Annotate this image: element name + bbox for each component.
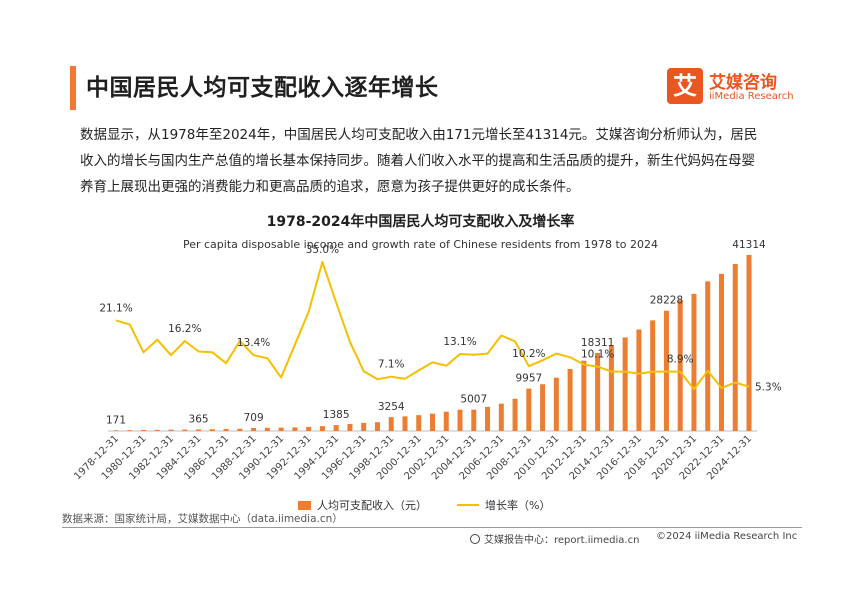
income-growth-chart: 171 365 709 1385 3254 5007 9957 18311 28228 41314… xyxy=(72,239,782,482)
income-bar xyxy=(498,403,504,431)
growth-rate-label: 16.2% xyxy=(168,323,201,335)
income-bar xyxy=(595,352,601,431)
bar-value-label: 709 xyxy=(244,412,264,424)
legend-item-income: 人均可支配收入（元） xyxy=(298,497,427,513)
income-bar xyxy=(223,428,229,431)
income-bar xyxy=(608,345,614,431)
bar-value-label: 28228 xyxy=(650,295,683,307)
income-bar xyxy=(319,426,325,431)
legend-income-label: 人均可支配收入（元） xyxy=(317,499,427,512)
growth-rate-label: 13.1% xyxy=(443,336,476,348)
legend-growth-label: 增长率（%） xyxy=(485,499,551,512)
income-bar xyxy=(553,377,559,431)
logo-mark-icon: 艾 xyxy=(667,68,703,104)
bar-value-label: 365 xyxy=(189,413,209,425)
income-bar xyxy=(705,281,711,431)
bar-value-label: 3254 xyxy=(378,401,405,413)
growth-rate-line xyxy=(115,261,750,391)
income-bar xyxy=(471,409,477,431)
logo-chinese-name: 艾媒咨询 xyxy=(709,73,777,93)
income-bar xyxy=(430,413,435,431)
legend-item-growth: 增长率（%） xyxy=(457,497,550,513)
income-bar xyxy=(512,398,518,431)
income-bar xyxy=(581,360,587,431)
income-bar xyxy=(402,416,408,431)
growth-rate-label: 21.1% xyxy=(99,302,132,314)
income-bar xyxy=(677,300,683,431)
income-bar xyxy=(141,429,147,431)
growth-rate-label: 10.1% xyxy=(581,349,614,361)
chart-legend: 人均可支配收入（元） 增长率（%） xyxy=(298,497,550,513)
report-globe-icon xyxy=(470,533,480,544)
income-bar xyxy=(347,424,353,431)
income-bar xyxy=(485,406,491,431)
income-bar xyxy=(416,415,422,431)
iimedia-logo: 艾 艾媒咨询 iiMedia Research xyxy=(667,68,794,108)
growth-rate-label: 7.1% xyxy=(378,359,405,371)
footer-copyright: ©2024 iiMedia Research Inc xyxy=(656,531,798,542)
income-bar xyxy=(209,429,215,431)
income-bar xyxy=(746,255,752,431)
income-bar xyxy=(278,427,284,431)
growth-rate-label: 13.4% xyxy=(237,337,270,349)
bar-value-label: 171 xyxy=(106,414,126,426)
logo-english-name: iiMedia Research xyxy=(709,91,794,102)
chart-title: 1978-2024年中国居民人均可支配收入及增长率 xyxy=(266,214,575,230)
footer-divider xyxy=(62,527,802,528)
income-bar xyxy=(306,426,312,431)
description-paragraph: 数据显示，从1978年至2024年，中国居民人均可支配收入由171元增长至413… xyxy=(80,127,758,195)
income-bar xyxy=(182,429,188,431)
income-bar xyxy=(691,293,697,431)
income-bar xyxy=(388,417,394,431)
income-bar xyxy=(443,411,449,431)
bar-value-label: 9957 xyxy=(515,373,542,385)
page-title: 中国居民人均可支配收入逐年增长 xyxy=(86,75,439,101)
income-bar xyxy=(567,369,573,431)
income-bar xyxy=(650,320,656,431)
bar-value-label: 1385 xyxy=(323,409,350,421)
footer-report-text: 艾媒报告中心：report.iimedia.cn xyxy=(484,535,640,546)
bar-value-label: 18311 xyxy=(581,337,614,349)
income-bar xyxy=(732,263,738,431)
legend-bar-swatch xyxy=(298,500,311,510)
income-bar xyxy=(374,422,380,431)
income-bar xyxy=(237,428,243,431)
income-bar xyxy=(127,430,133,431)
income-bar xyxy=(168,429,174,431)
income-bar xyxy=(457,409,463,431)
growth-rate-label: 8.9% xyxy=(667,354,694,366)
income-bar xyxy=(113,430,119,431)
data-source-note: 数据来源：国家统计局，艾媒数据中心（data.iimedia.cn） xyxy=(62,513,343,525)
income-bar xyxy=(154,429,160,431)
title-accent-bar xyxy=(70,66,76,110)
growth-rate-label: 10.2% xyxy=(512,348,545,360)
income-bar xyxy=(361,422,367,431)
income-bar xyxy=(526,388,532,431)
income-bar xyxy=(622,337,628,431)
growth-rate-label: 35.0% xyxy=(306,244,339,256)
growth-rate-label: 5.3% xyxy=(755,382,782,394)
income-bar xyxy=(196,429,202,431)
legend-line-swatch xyxy=(457,504,479,506)
income-bar xyxy=(264,427,270,431)
bar-value-label: 41314 xyxy=(732,239,766,251)
income-bar xyxy=(540,384,546,431)
income-bar xyxy=(251,427,257,431)
income-bar xyxy=(718,273,724,431)
income-bar xyxy=(636,329,642,431)
bar-value-label: 5007 xyxy=(460,394,487,406)
income-bar xyxy=(292,427,298,431)
chart-subtitle: Per capita disposable income and growth … xyxy=(182,238,658,251)
footer-report-center: 艾媒报告中心：report.iimedia.cn xyxy=(470,531,639,546)
income-bar xyxy=(333,425,339,431)
